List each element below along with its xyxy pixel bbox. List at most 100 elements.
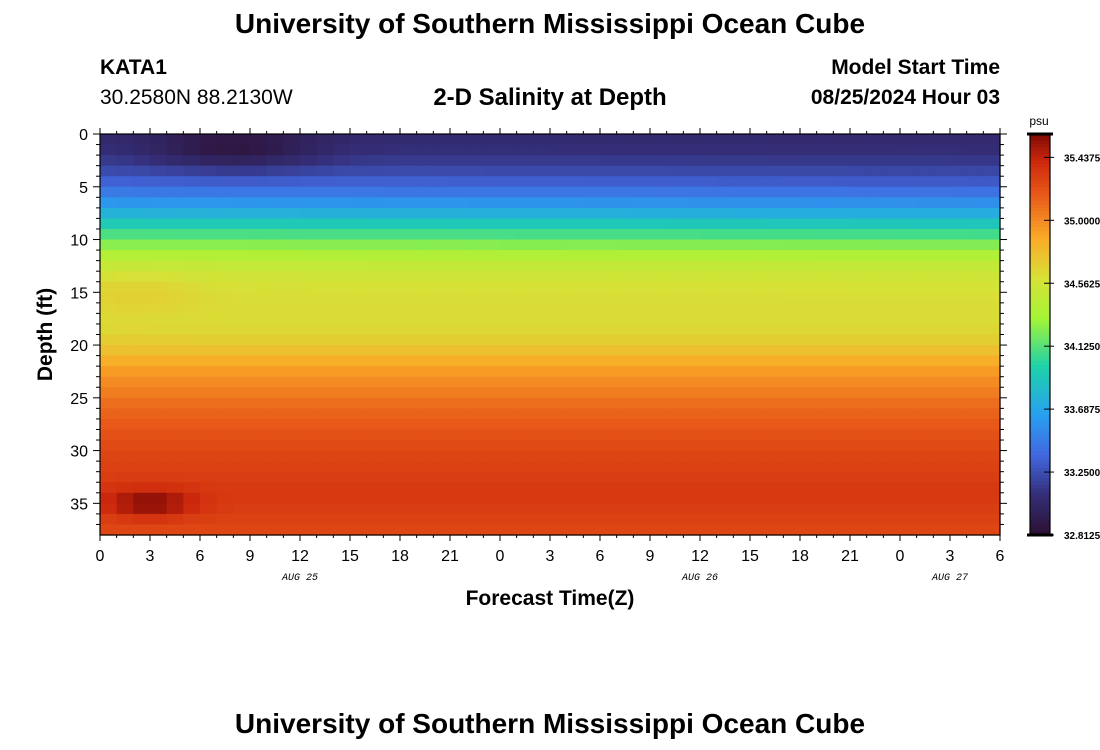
colorbar-segment	[1030, 250, 1050, 255]
heatmap-cell	[450, 186, 468, 198]
heatmap-cell	[716, 144, 734, 156]
heatmap-cell	[366, 176, 384, 188]
heatmap-cell	[950, 228, 968, 241]
heatmap-cell	[850, 513, 868, 526]
heatmap-cell	[583, 281, 601, 293]
heatmap-cell	[366, 281, 384, 293]
heatmap-cell	[466, 313, 484, 325]
heatmap-cell	[833, 207, 851, 220]
heatmap-cell	[916, 482, 934, 494]
heatmap-cell	[733, 387, 751, 399]
heatmap-cell	[416, 292, 434, 304]
heatmap-cell	[216, 134, 234, 146]
heatmap-cell	[566, 461, 584, 473]
heatmap-cell	[683, 207, 701, 220]
heatmap-cell	[216, 492, 234, 504]
heatmap-cell	[316, 397, 334, 409]
heatmap-cell	[100, 397, 118, 409]
heatmap-cell	[933, 165, 951, 177]
heatmap-cell	[466, 176, 484, 188]
heatmap-cell	[700, 376, 718, 388]
heatmap-cell	[550, 482, 568, 494]
heatmap-cell	[183, 155, 201, 167]
heatmap-cell	[233, 239, 251, 251]
heatmap-cell	[550, 334, 568, 346]
heatmap-cell	[733, 323, 751, 336]
heatmap-cell	[166, 513, 184, 526]
heatmap-cell	[833, 482, 851, 494]
heatmap-cell	[833, 450, 851, 462]
heatmap-cell	[683, 260, 701, 272]
heatmap-cell	[900, 292, 918, 304]
heatmap-cell	[283, 345, 301, 357]
heatmap-cell	[416, 524, 434, 536]
heatmap-cell	[400, 334, 418, 346]
heatmap-cell	[666, 250, 684, 262]
heatmap-cell	[500, 250, 518, 262]
heatmap-cell	[533, 260, 551, 272]
heatmap-cell	[233, 482, 251, 494]
x-tick-label: 0	[896, 548, 905, 565]
heatmap-cell	[916, 366, 934, 378]
heatmap-cell	[100, 155, 118, 167]
heatmap-cell	[616, 366, 634, 378]
heatmap-cell	[733, 503, 751, 515]
heatmap-cell	[666, 355, 684, 367]
heatmap-cell	[216, 239, 234, 251]
heatmap-cell	[466, 471, 484, 483]
heatmap-cell	[950, 207, 968, 220]
heatmap-cell	[500, 218, 518, 230]
colorbar-segment	[1030, 304, 1050, 309]
heatmap-cell	[950, 440, 968, 452]
heatmap-cell	[233, 144, 251, 156]
heatmap-cell	[416, 176, 434, 188]
heatmap-cell	[566, 418, 584, 431]
heatmap-cell	[500, 281, 518, 293]
heatmap-cell	[866, 513, 884, 526]
heatmap-cell	[900, 281, 918, 293]
heatmap-cell	[933, 323, 951, 336]
heatmap-cell	[750, 524, 768, 536]
heatmap-cell	[150, 281, 168, 293]
heatmap-cell	[916, 461, 934, 473]
heatmap-cell	[733, 302, 751, 314]
heatmap-cell	[300, 281, 318, 293]
heatmap-cell	[500, 155, 518, 167]
heatmap-cell	[583, 471, 601, 483]
colorbar-segment	[1030, 481, 1050, 486]
heatmap-cell	[200, 239, 218, 251]
heatmap-cell	[166, 292, 184, 304]
heatmap-cell	[200, 366, 218, 378]
heatmap-cell	[700, 218, 718, 230]
heatmap-cell	[183, 228, 201, 241]
heatmap-cell	[533, 207, 551, 220]
heatmap-cell	[716, 492, 734, 504]
heatmap-cell	[400, 429, 418, 441]
heatmap-cell	[716, 313, 734, 325]
heatmap-cell	[416, 260, 434, 272]
heatmap-cell	[716, 429, 734, 441]
heatmap-cell	[466, 376, 484, 388]
heatmap-cell	[200, 155, 218, 167]
heatmap-cell	[316, 429, 334, 441]
heatmap-cell	[516, 176, 534, 188]
heatmap-cell	[266, 440, 284, 452]
heatmap-cell	[816, 165, 834, 177]
heatmap-cell	[283, 376, 301, 388]
colorbar-segment	[1030, 451, 1050, 456]
heatmap-cell	[916, 197, 934, 209]
heatmap-cell	[266, 302, 284, 314]
heatmap-cell	[900, 228, 918, 241]
heatmap-cell	[933, 334, 951, 346]
heatmap-cell	[250, 155, 268, 167]
y-tick-label: 30	[70, 444, 88, 461]
heatmap-cell	[250, 165, 268, 177]
heatmap-cell	[216, 524, 234, 536]
heatmap-cell	[600, 260, 618, 272]
heatmap-cell	[633, 281, 651, 293]
heatmap-cell	[783, 313, 801, 325]
heatmap-cell	[233, 165, 251, 177]
heatmap-cell	[200, 134, 218, 146]
heatmap-cell	[416, 302, 434, 314]
colorbar-segment	[1030, 271, 1050, 275]
